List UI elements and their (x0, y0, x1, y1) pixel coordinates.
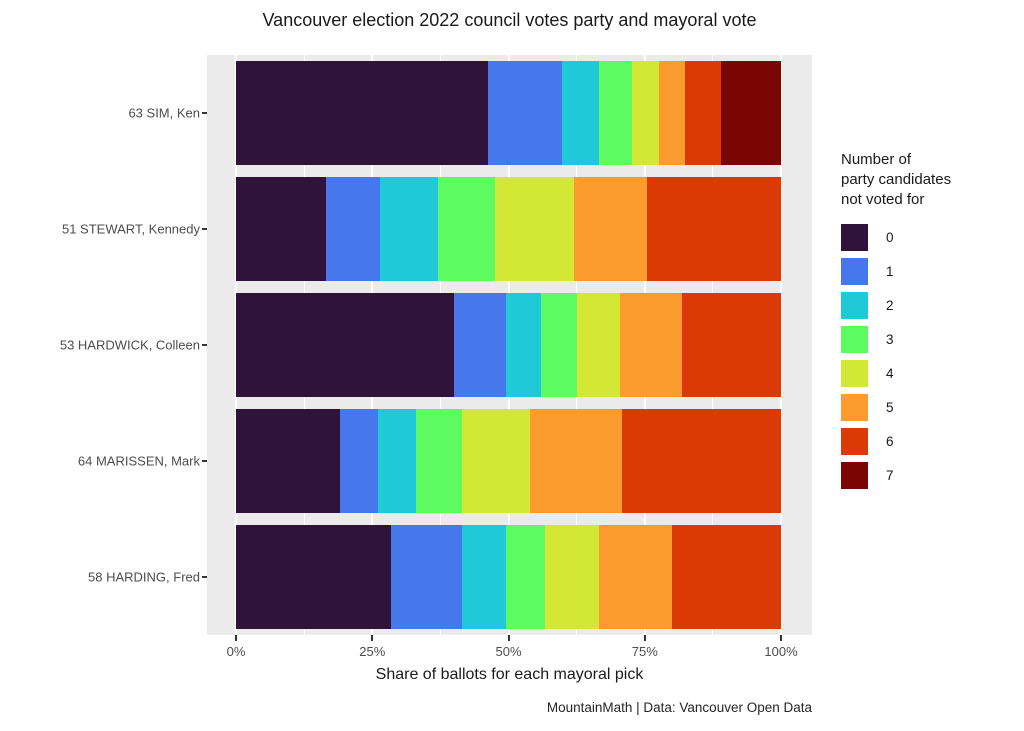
x-axis-tick-mark (643, 635, 646, 641)
x-axis-tick-label: 100% (764, 644, 798, 659)
x-axis-tick-mark (780, 635, 782, 641)
bar-segment (671, 525, 781, 629)
bar-segment (236, 177, 326, 281)
legend-key-label: 6 (886, 434, 894, 449)
bar-segment (561, 61, 599, 165)
x-axis-title: Share of ballots for each mayoral pick (375, 666, 644, 683)
legend-title-line: not voted for (841, 191, 925, 208)
bar-segment (380, 177, 438, 281)
bar-segment (573, 177, 648, 281)
y-axis-tick-mark (202, 112, 207, 114)
legend-title: Number of party candidates not voted for (841, 150, 1021, 210)
x-axis-tick-label: 75% (631, 644, 658, 659)
y-axis-tick-mark (202, 344, 207, 346)
bar-segment (598, 525, 672, 629)
bar-segment (530, 409, 622, 513)
bar-segment (488, 61, 562, 165)
legend-key-label: 0 (886, 230, 894, 245)
x-axis-tick-label: 50% (495, 644, 522, 659)
legend: Number of party candidates not voted for… (841, 150, 1021, 489)
legend-key-label: 2 (886, 298, 894, 313)
bar-segment (576, 293, 621, 397)
bar-segment (325, 177, 381, 281)
bar-segment (631, 61, 659, 165)
legend-key-swatch (841, 360, 868, 387)
bar-segment (391, 525, 463, 629)
legend-key: 5 (841, 394, 894, 421)
legend-key-swatch (841, 224, 868, 251)
bar-segment (721, 61, 781, 165)
legend-key-swatch (841, 292, 868, 319)
y-axis-label: 58 HARDING, Fred (88, 569, 200, 585)
y-axis-label: 51 STEWART, Kennedy (61, 221, 200, 237)
bar-segment (236, 525, 392, 629)
legend-key-label: 7 (886, 468, 894, 483)
bar-segment (236, 409, 340, 513)
bar-segment (462, 525, 506, 629)
bar-segment (541, 293, 577, 397)
bar-segment (437, 177, 495, 281)
bar-row (236, 525, 781, 629)
y-axis-label: 64 MARISSEN, Mark (77, 453, 200, 469)
bar-segment (505, 525, 545, 629)
bar-segment (494, 177, 574, 281)
legend-key-label: 5 (886, 400, 894, 415)
bar-segment (377, 409, 416, 513)
legend-key-swatch (841, 428, 868, 455)
bar-row (236, 409, 781, 513)
legend-key-swatch (841, 258, 868, 285)
bar-segment (505, 293, 542, 397)
y-axis-tick-mark (202, 576, 207, 578)
bar-segment (685, 61, 721, 165)
bar-row (236, 177, 781, 281)
legend-key: 1 (841, 258, 894, 285)
x-axis-tick-mark (235, 635, 237, 641)
y-axis-label: 53 HARDWICK, Colleen (59, 337, 200, 353)
bar-segment (236, 61, 489, 165)
legend-key-swatch (841, 462, 868, 489)
bar-segment (462, 409, 531, 513)
y-axis-label: 63 SIM, Ken (128, 105, 200, 121)
legend-key: 3 (841, 326, 894, 353)
gridline-major (780, 55, 782, 635)
x-axis-tick-label: 0% (226, 644, 246, 659)
bar-segment (681, 293, 781, 397)
legend-key-label: 1 (886, 264, 894, 279)
legend-key-label: 3 (886, 332, 894, 347)
legend-key: 2 (841, 292, 894, 319)
bar-segment (544, 525, 599, 629)
bar-segment (598, 61, 632, 165)
legend-key: 6 (841, 428, 894, 455)
x-axis-tick-mark (507, 635, 510, 641)
caption: MountainMath | Data: Vancouver Open Data (546, 700, 812, 715)
bar-segment (620, 293, 682, 397)
x-axis-tick-label: 25% (359, 644, 386, 659)
bar-segment (621, 409, 781, 513)
y-axis-tick-mark (202, 460, 207, 462)
x-axis-tick-mark (371, 635, 374, 641)
legend-key: 4 (841, 360, 894, 387)
bar-row (236, 61, 781, 165)
chart-title: Vancouver election 2022 council votes pa… (262, 10, 757, 30)
bar-segment (339, 409, 378, 513)
plot-panel (207, 55, 812, 635)
legend-key-swatch (841, 394, 868, 421)
bar-segment (415, 409, 463, 513)
legend-title-line: party candidates (841, 171, 952, 188)
bar-segment (454, 293, 506, 397)
bar-segment (658, 61, 686, 165)
bar-segment (647, 177, 781, 281)
legend-key-label: 4 (886, 366, 894, 381)
legend-key: 7 (841, 462, 894, 489)
bar-segment (236, 293, 454, 397)
legend-key: 0 (841, 224, 894, 251)
legend-key-swatch (841, 326, 868, 353)
y-axis-tick-mark (202, 228, 207, 230)
bar-row (236, 293, 781, 397)
legend-title-line: Number of (841, 151, 912, 168)
